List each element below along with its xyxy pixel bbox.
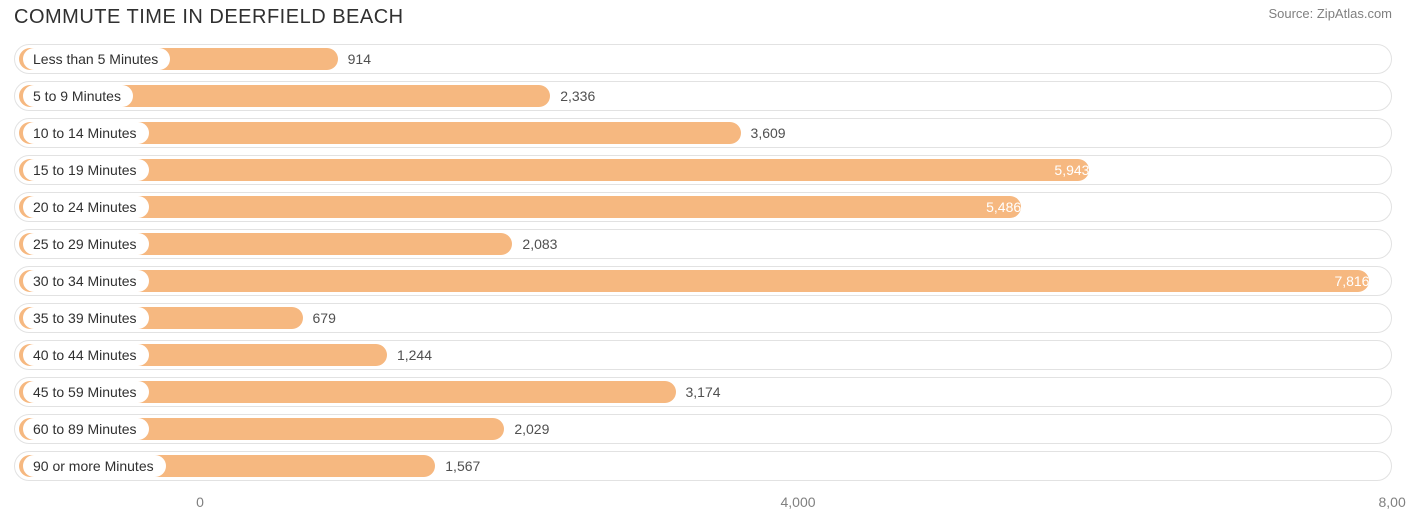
value-label: 2,336 xyxy=(560,82,595,110)
bar-row: 90 or more Minutes 1,567 xyxy=(14,451,1392,481)
bar-row: Less than 5 Minutes 914 xyxy=(14,44,1392,74)
x-tick: 0 xyxy=(196,494,204,510)
category-label: Less than 5 Minutes xyxy=(23,48,170,70)
category-label: 45 to 59 Minutes xyxy=(23,381,149,403)
category-label: 35 to 39 Minutes xyxy=(23,307,149,329)
category-label: 60 to 89 Minutes xyxy=(23,418,149,440)
value-label: 679 xyxy=(313,304,336,332)
value-label: 5,943 xyxy=(19,156,1089,184)
bar-row: 15 to 19 Minutes5,943 xyxy=(14,155,1392,185)
bar-row: 60 to 89 Minutes 2,029 xyxy=(14,414,1392,444)
x-tick: 4,000 xyxy=(780,494,815,510)
value-label: 5,486 xyxy=(19,193,1021,221)
category-label: 40 to 44 Minutes xyxy=(23,344,149,366)
category-label: 25 to 29 Minutes xyxy=(23,233,149,255)
bar-row: 45 to 59 Minutes 3,174 xyxy=(14,377,1392,407)
value-label: 7,816 xyxy=(19,267,1369,295)
value-label: 2,029 xyxy=(514,415,549,443)
bar-row: 20 to 24 Minutes5,486 xyxy=(14,192,1392,222)
bar-row: 30 to 34 Minutes7,816 xyxy=(14,266,1392,296)
category-label: 10 to 14 Minutes xyxy=(23,122,149,144)
chart-plot-area: Less than 5 Minutes 914 5 to 9 Minutes 2,33… xyxy=(14,44,1392,490)
value-label: 914 xyxy=(348,45,371,73)
x-axis: 04,0008,000 xyxy=(14,494,1392,514)
x-tick: 8,000 xyxy=(1378,494,1406,510)
category-label: 90 or more Minutes xyxy=(23,455,166,477)
chart-title: COMMUTE TIME IN DEERFIELD BEACH xyxy=(14,6,404,29)
value-label: 3,174 xyxy=(686,378,721,406)
chart-header: COMMUTE TIME IN DEERFIELD BEACH Source: … xyxy=(0,0,1406,29)
value-label: 1,567 xyxy=(445,452,480,480)
chart-source: Source: ZipAtlas.com xyxy=(1268,6,1392,21)
bar-row: 40 to 44 Minutes 1,244 xyxy=(14,340,1392,370)
bar-row: 25 to 29 Minutes 2,083 xyxy=(14,229,1392,259)
value-label: 3,609 xyxy=(751,119,786,147)
bar-row: 5 to 9 Minutes 2,336 xyxy=(14,81,1392,111)
bar-row: 35 to 39 Minutes 679 xyxy=(14,303,1392,333)
category-label: 5 to 9 Minutes xyxy=(23,85,133,107)
bar-row: 10 to 14 Minutes 3,609 xyxy=(14,118,1392,148)
value-label: 2,083 xyxy=(522,230,557,258)
value-label: 1,244 xyxy=(397,341,432,369)
